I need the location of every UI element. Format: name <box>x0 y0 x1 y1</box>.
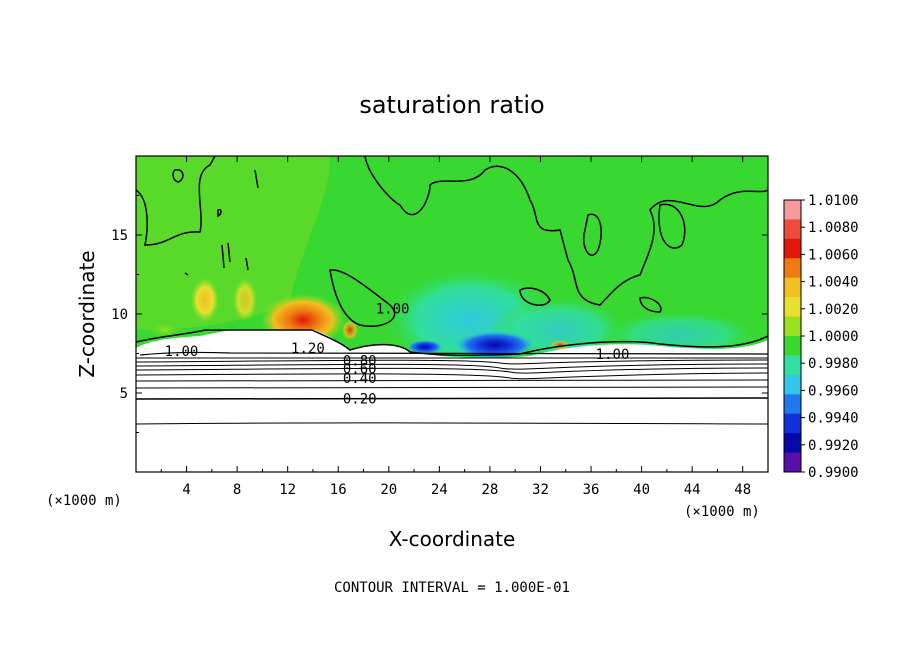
colorbar-label: 1.0040 <box>808 275 859 291</box>
colorbar-label: 1.0100 <box>808 193 859 209</box>
field-region-moist <box>136 156 330 330</box>
contour-line <box>184 272 189 276</box>
contour-line <box>227 242 231 263</box>
x-tick-label: 16 <box>330 482 347 498</box>
contour-set-layer <box>136 329 768 425</box>
x-tick-label: 20 <box>380 482 397 498</box>
colorbar-swatch <box>784 238 801 259</box>
contour-line <box>221 244 225 269</box>
contour-line <box>136 367 768 374</box>
contour-line <box>172 169 184 183</box>
contour-label: 1.00 <box>376 301 410 317</box>
contour-label: 1.00 <box>165 344 199 360</box>
colorbar-label: 1.0060 <box>808 247 859 263</box>
y-tick-label: 10 <box>111 307 128 323</box>
colorbar-swatch <box>784 316 801 337</box>
colorbar-label: 0.9960 <box>808 383 859 399</box>
field-orange <box>342 320 358 340</box>
x-axis-ticks: 4 8 12 16 20 24 28 32 36 40 44 48 <box>160 156 751 498</box>
colorbar-label: 1.0020 <box>808 302 859 318</box>
contour-line <box>136 156 216 246</box>
y-axis-label: Z-coordinate <box>75 250 99 377</box>
contour-line <box>217 208 222 218</box>
x-unit-left: (×1000 m) <box>46 493 122 509</box>
colorbar-swatch <box>784 452 801 473</box>
x-unit-right: (×1000 m) <box>684 504 760 520</box>
contour-line <box>658 203 686 249</box>
colorbar-swatch <box>784 277 801 298</box>
contour-line <box>329 269 396 327</box>
contour-line <box>245 257 249 271</box>
contour-interval-note: CONTOUR INTERVAL = 1.000E-01 <box>334 580 570 596</box>
contour-label: 1.00 <box>596 347 630 363</box>
field-minimum-2 <box>407 340 443 354</box>
contour-line <box>364 156 768 306</box>
field-yellow-2 <box>233 278 257 322</box>
colorbar-label: 0.9900 <box>808 465 859 481</box>
contour-line <box>136 422 768 425</box>
x-axis-label: X-coordinate <box>389 527 516 551</box>
y-tick-label: 15 <box>111 228 128 244</box>
colorbar-label: 1.0000 <box>808 329 859 345</box>
stable-layer <box>136 330 768 472</box>
chart-title: saturation ratio <box>359 91 544 119</box>
colorbar-swatch <box>784 394 801 415</box>
x-tick-label: 8 <box>233 482 241 498</box>
x-tick-label: 24 <box>431 482 448 498</box>
contour-label: 0.20 <box>343 391 377 407</box>
contour-label: 0.80 <box>343 353 377 369</box>
field-yellow-1 <box>191 278 219 322</box>
contour-labels: 1.00 1.20 0.800.600.40 0.20 1.00 1.00 <box>165 301 630 407</box>
contour-line <box>254 169 259 189</box>
x-tick-label: 36 <box>583 482 600 498</box>
contour-line <box>136 397 768 400</box>
x-tick-label: 44 <box>684 482 701 498</box>
contour-line <box>136 363 768 370</box>
field-minimum-1 <box>455 331 535 359</box>
colorbar-swatch <box>784 258 801 279</box>
x-tick-label: 4 <box>182 482 190 498</box>
colorbar-swatch <box>784 297 801 318</box>
y-tick-label: 5 <box>120 386 128 402</box>
x-tick-label: 28 <box>481 482 498 498</box>
colorbar-swatch <box>784 219 801 240</box>
colorbar-swatch <box>784 200 801 220</box>
colorbar-label: 1.0080 <box>808 220 859 236</box>
contour-line <box>519 287 551 306</box>
colorbar-label: 0.9920 <box>808 438 859 454</box>
colorbar-swatch <box>784 413 801 434</box>
colorbar-swatch <box>784 336 801 356</box>
contour-line <box>136 359 768 365</box>
contour-line <box>136 386 768 389</box>
x-tick-label: 48 <box>734 482 751 498</box>
colorbar-label: 0.9980 <box>808 356 859 372</box>
x-tick-label: 12 <box>279 482 296 498</box>
contour-line <box>136 372 768 380</box>
colorbar-swatch <box>784 374 801 395</box>
contour-set-green <box>136 156 768 327</box>
contour-label: 1.20 <box>291 341 325 357</box>
colorbar-label: 0.9940 <box>808 411 859 427</box>
contour-line <box>583 213 602 257</box>
heatmap-field <box>136 156 768 472</box>
x-tick-label: 40 <box>633 482 650 498</box>
contour-line <box>139 351 768 356</box>
contour-label: 0.60 <box>343 361 377 377</box>
contour-label: 0.40 <box>343 371 377 387</box>
colorbar-swatch <box>784 433 801 454</box>
contour-line <box>639 296 662 313</box>
x-tick-label: 32 <box>532 482 549 498</box>
contour-line <box>136 379 768 382</box>
contour-line <box>136 329 768 357</box>
colorbar: 1.0100 1.0080 1.0060 1.0040 1.0020 1.0000 0.99… <box>783 193 859 481</box>
colorbar-swatch <box>784 355 801 376</box>
y-axis-ticks: 5 10 15 <box>111 195 768 433</box>
